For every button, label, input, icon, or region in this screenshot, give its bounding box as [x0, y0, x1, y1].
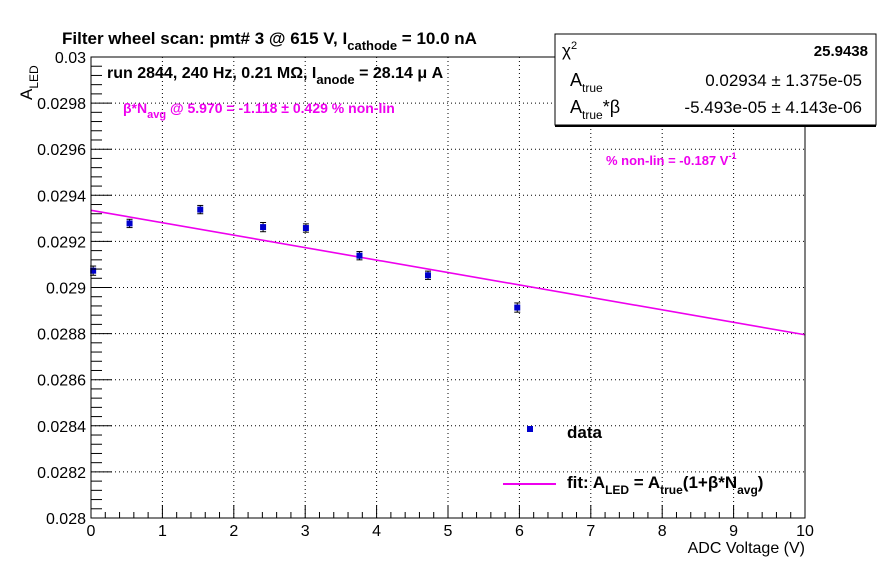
legend-data-marker	[527, 426, 533, 432]
fit-line-layer	[90, 209, 806, 336]
x-tick-label: 4	[372, 523, 381, 540]
x-tick-label: 9	[729, 523, 738, 540]
run-sub: anode	[316, 72, 354, 87]
x-tick-label: 10	[796, 523, 814, 540]
y-axis-label: ALED	[17, 65, 41, 100]
y-tick-label: 0.0286	[37, 373, 86, 390]
ylabel-main: A	[17, 88, 36, 100]
fit-line	[90, 209, 806, 336]
fit-mid2: (1+β*N	[683, 473, 737, 492]
data-marker	[90, 267, 97, 274]
x-tick-label: 7	[586, 523, 595, 540]
atb-value: -5.493e-05 ± 4.143e-06	[684, 98, 862, 117]
y-tick-label: 0.0296	[37, 142, 86, 159]
atb-sub: true	[582, 108, 603, 122]
x-axis-label: ADC Voltage (V)	[688, 540, 805, 557]
atrue-value: 0.02934 ± 1.375e-05	[705, 71, 862, 90]
run-tail: = 28.14 μ A	[355, 65, 444, 82]
data-marker	[514, 304, 521, 311]
x-tick-label: 3	[301, 523, 310, 540]
x-tick-label: 2	[229, 523, 238, 540]
atrue-symbol: A	[570, 70, 582, 90]
data-marker	[425, 272, 432, 279]
fit-sub3: avg	[737, 483, 758, 497]
data-point	[197, 204, 204, 215]
legend-fit-label: fit: ALED = Atrue(1+β*Navg)	[567, 473, 763, 497]
ylabel-sub: LED	[27, 65, 41, 89]
grid	[91, 57, 805, 518]
fit-sub2: true	[660, 483, 683, 497]
data-point	[514, 302, 521, 313]
data-point	[356, 251, 363, 261]
x-tick-label: 1	[158, 523, 167, 540]
data-marker	[260, 224, 267, 231]
y-tick-label: 0.029	[46, 281, 86, 298]
fit-tail: )	[758, 473, 764, 492]
stats-box-frame	[554, 33, 877, 126]
atrue-sub: true	[582, 81, 603, 95]
beta-annotation: β*Navg @ 5.970 = -1.118 ± 0.429 % non-li…	[123, 100, 395, 121]
chi2-label: χ2	[562, 40, 577, 60]
x-tick-label: 6	[515, 523, 524, 540]
y-tick-label: 0.0298	[37, 96, 86, 113]
beta-sub: avg	[147, 109, 166, 121]
fit-pre: fit: A	[567, 473, 605, 492]
stats-box: χ2 25.9438 Atrue 0.02934 ± 1.375e-05 Atr…	[554, 33, 877, 127]
y-tick-label: 0.0284	[37, 419, 86, 436]
fit-sub1: LED	[605, 483, 629, 497]
nonlin-sup: -1	[728, 151, 736, 161]
y-tick-label: 0.0288	[37, 327, 86, 344]
axis-ticks: 0 1 2 3 4 5 6 7 8 9 10 0.028 0.0282 0.0284 0.0286 0.028…	[37, 50, 814, 540]
run-info: run 2844, 240 Hz, 0.21 MΩ, Ianode = 28.1…	[107, 65, 444, 87]
fit-mid: = A	[629, 473, 660, 492]
data-point	[260, 221, 267, 233]
legend: data fit: ALED = Atrue(1+β*Navg)	[503, 423, 763, 497]
x-tick-label: 5	[444, 523, 453, 540]
title-main: Filter wheel scan: pmt# 3 @ 615 V, I	[62, 29, 347, 48]
title-tail: = 10.0 nA	[397, 29, 477, 48]
legend-data-label: data	[567, 423, 603, 442]
data-point	[425, 270, 432, 280]
atrue-label: Atrue	[570, 70, 603, 95]
atb-label: Atrue*β	[570, 97, 620, 122]
nonlin-annotation: % non-lin = -0.187 V-1	[606, 151, 736, 168]
y-tick-label: 0.03	[55, 50, 86, 67]
x-tick-label: 0	[87, 523, 96, 540]
data-marker	[356, 252, 363, 259]
atb-tail: *β	[603, 97, 620, 117]
title-sub: cathode	[347, 38, 397, 53]
data-marker	[197, 206, 204, 213]
beta-pre: β*N	[123, 100, 147, 116]
y-tick-label: 0.0282	[37, 465, 86, 482]
y-tick-label: 0.0294	[37, 188, 86, 205]
chi2-symbol: χ	[562, 41, 571, 60]
chi2-sup: 2	[571, 40, 577, 52]
data-point	[126, 218, 133, 229]
beta-tail: @ 5.970 = -1.118 ± 0.429 % non-lin	[166, 100, 395, 116]
data-points-layer	[90, 204, 521, 313]
data-point	[302, 223, 309, 233]
stats-box-shadow	[555, 125, 876, 127]
x-tick-label: 8	[658, 523, 667, 540]
atb-symbol: A	[570, 97, 582, 117]
nonlin-main: % non-lin = -0.187 V	[606, 153, 729, 168]
chart-title: Filter wheel scan: pmt# 3 @ 615 V, Icath…	[62, 29, 477, 53]
run-main: run 2844, 240 Hz, 0.21 MΩ, I	[107, 65, 316, 82]
y-tick-label: 0.028	[46, 511, 86, 528]
data-marker	[126, 220, 133, 227]
data-marker	[302, 225, 309, 232]
y-tick-label: 0.0292	[37, 234, 86, 251]
chi2-value: 25.9438	[814, 43, 868, 60]
